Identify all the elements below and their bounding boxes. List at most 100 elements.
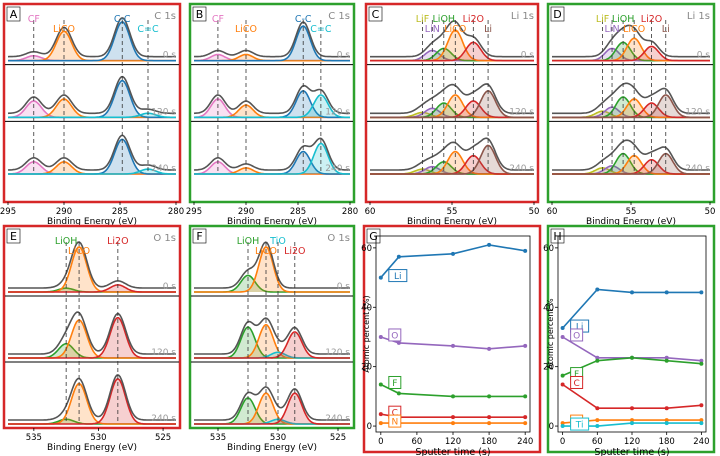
envelope-line	[370, 137, 534, 171]
time-label: 240 s	[325, 164, 350, 174]
envelope-line	[194, 317, 350, 355]
data-point	[451, 415, 455, 420]
x-tick-label: 285	[112, 207, 128, 217]
x-tick-label: 290	[56, 207, 72, 217]
data-point	[630, 421, 634, 426]
x-axis-label: Binding Energy (eV)	[227, 443, 317, 453]
x-tick-label: 290	[238, 207, 254, 217]
peak-fill	[194, 95, 350, 118]
panel-border	[546, 224, 716, 454]
y-tick-label: 0	[367, 422, 372, 432]
x-tick-label: 120	[624, 437, 640, 447]
data-point	[487, 421, 492, 426]
peak-line	[370, 90, 534, 119]
peak-label: LiOH	[55, 236, 78, 247]
data-point	[378, 421, 383, 426]
peak-line	[194, 246, 350, 293]
peak-fill	[8, 22, 176, 61]
data-point	[378, 334, 383, 339]
data-point	[699, 421, 704, 426]
peak-label: Li2O	[463, 14, 484, 25]
x-tick-label: 180	[659, 437, 675, 447]
peak-label: Li2O	[641, 14, 662, 25]
data-point	[664, 355, 669, 360]
panel-border	[2, 2, 182, 204]
x-axis-label: Binding Energy (eV)	[47, 217, 137, 227]
peak-label: TiO	[269, 236, 286, 247]
peak-fill	[8, 113, 176, 118]
x-tick-label: 295	[0, 207, 16, 217]
x-tick-label: 535	[210, 433, 226, 443]
y-axis-label: Atomic percent %	[546, 298, 555, 370]
x-axis-label: Sputter time (s)	[415, 447, 490, 456]
peak-fill	[194, 352, 350, 358]
envelope-line	[7, 134, 176, 171]
panel-letter: F	[196, 230, 202, 243]
data-point	[451, 394, 455, 399]
series-tag-box	[570, 328, 584, 342]
time-label: 240 s	[509, 164, 534, 174]
data-point	[664, 358, 669, 363]
peak-label: LiN	[605, 24, 620, 35]
data-point	[595, 424, 600, 429]
series-tag: Ti	[575, 421, 584, 431]
data-point	[523, 343, 528, 348]
panel-title: Li 1s	[511, 11, 534, 22]
time-label: 240 s	[151, 414, 176, 424]
panel-letter: E	[10, 230, 17, 243]
x-axis-label: Binding Energy (eV)	[586, 217, 676, 227]
series-tag: C	[392, 409, 398, 419]
peak-label: LiN	[425, 24, 440, 35]
peak-fill	[194, 99, 350, 118]
x-tick-label: 530	[90, 433, 106, 443]
peak-fill	[370, 151, 534, 174]
time-label: 0 s	[163, 282, 177, 292]
data-point	[595, 287, 600, 292]
y-tick-label: 60	[543, 244, 554, 254]
x-tick-label: 60	[547, 207, 558, 217]
x-axis-label: Sputter time (s)	[594, 447, 669, 456]
y-tick-label: 60	[361, 244, 372, 254]
panel-letter-box	[6, 6, 21, 22]
x-tick-label: 535	[26, 433, 42, 443]
data-point	[560, 326, 565, 331]
peak-line	[194, 142, 350, 175]
x-tick-label: 240	[517, 437, 533, 447]
x-tick-label: 55	[626, 207, 637, 217]
x-tick-label: 55	[447, 207, 458, 217]
x-tick-label: 60	[592, 437, 603, 447]
peak-line	[8, 21, 176, 62]
y-tick-label: 20	[543, 363, 554, 373]
peak-label: LiOH	[237, 236, 260, 247]
series-tag: Li	[394, 272, 402, 282]
envelope-line	[552, 24, 710, 58]
x-tick-label: 120	[445, 437, 461, 447]
data-point	[699, 361, 704, 366]
peak-fill	[194, 143, 350, 174]
y-tick-label: 40	[543, 303, 554, 313]
envelope-line	[8, 241, 176, 289]
x-axis-label: Binding Energy (eV)	[227, 217, 317, 227]
time-label: 0 s	[163, 51, 177, 61]
x-tick-label: 180	[481, 437, 497, 447]
data-point	[664, 406, 669, 411]
data-point	[487, 415, 492, 420]
panel-title: O 1s	[327, 233, 350, 244]
data-point	[378, 275, 383, 280]
peak-label: CF	[212, 14, 224, 25]
peak-label: C=C	[310, 24, 332, 35]
peak-fill	[194, 324, 350, 358]
panel-letter: A	[10, 8, 18, 21]
x-tick-label: 60	[365, 207, 376, 217]
peak-line	[8, 378, 176, 425]
peak-label: C-C	[295, 14, 312, 25]
data-point	[664, 421, 669, 426]
series-tag: C	[573, 379, 579, 389]
data-point	[451, 421, 455, 426]
peak-label: Li2O	[107, 236, 128, 247]
panel-border	[188, 2, 356, 204]
panel-A: A C 1s 0 s 120 s 240 s CF LiCO C-C C=C 295 290 285 2…	[0, 2, 184, 227]
peak-fill	[8, 80, 176, 118]
peak-label: LiCO	[444, 24, 466, 35]
